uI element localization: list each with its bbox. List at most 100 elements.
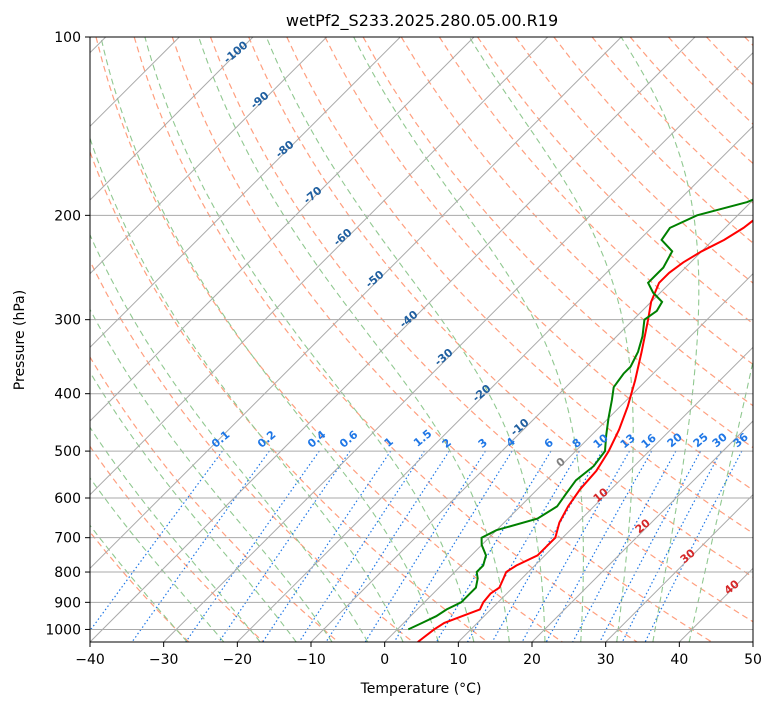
theta-label: -100	[221, 38, 251, 66]
moist-adiabat	[100, 37, 440, 642]
mixing-ratio-label: 10	[591, 431, 611, 451]
dry-adiabat	[706, 37, 753, 86]
isotherm	[163, 51, 753, 642]
y-tick-label: 600	[54, 491, 81, 507]
moist-adiabat	[265, 37, 546, 642]
moist-adiabat	[90, 136, 404, 642]
mixing-ratio-label: 16	[639, 431, 659, 451]
x-tick-label: −30	[149, 652, 179, 668]
adiabat-label: 20	[633, 516, 653, 536]
y-tick-label: 100	[54, 30, 81, 46]
x-tick-label: 20	[523, 652, 541, 668]
mixing-ratio-label: 36	[731, 430, 751, 450]
isotherm	[457, 346, 753, 642]
adiabat-label: 0	[554, 455, 568, 470]
theta-label: -50	[363, 268, 387, 291]
temperature-profile	[417, 219, 753, 642]
theta-label: -10	[508, 416, 532, 439]
theta-label: -20	[470, 382, 494, 405]
dry-adiabat	[477, 37, 753, 325]
theta-label: -90	[248, 89, 272, 112]
isotherm	[605, 493, 753, 642]
mixing-ratio-label: 0.1	[209, 428, 232, 450]
y-tick-label: 300	[54, 313, 81, 329]
dry-adiabat	[90, 259, 414, 642]
mixing-ratio-label: 1	[382, 435, 396, 450]
x-tick-label: 0	[380, 652, 389, 668]
theta-label: -30	[432, 346, 456, 369]
dry-adiabat	[90, 445, 264, 642]
y-tick-label: 800	[54, 565, 81, 581]
mixing-ratio-line	[621, 450, 722, 642]
mixing-ratio-label: 0.4	[305, 428, 329, 451]
isotherm	[90, 37, 549, 496]
mixing-ratio-label: 3	[476, 436, 490, 451]
adiabat-label: 40	[722, 577, 742, 597]
mixing-ratio-line	[572, 450, 677, 642]
adiabat-label: 30	[678, 546, 698, 566]
dry-adiabat	[95, 37, 563, 642]
moist-adiabat	[688, 358, 753, 642]
y-tick-label: 200	[54, 208, 81, 224]
moist-adiabat	[144, 37, 475, 642]
mixing-ratio-label: 13	[618, 431, 638, 451]
isotherm	[90, 37, 622, 570]
moist-adiabat	[353, 37, 584, 642]
y-tick-label: 400	[54, 387, 81, 403]
mixing-ratio-line	[521, 450, 631, 642]
theta-label: -40	[397, 308, 421, 331]
isotherm	[384, 272, 753, 642]
dry-adiabat	[90, 150, 488, 642]
mixing-ratio-line	[218, 450, 351, 642]
mixing-ratio-label: 6	[542, 436, 556, 451]
y-axis: 100 200 300 400 500 600 700 800 900 1000	[45, 30, 90, 638]
profiles	[407, 198, 753, 642]
mixing-ratio-label: 1.5	[411, 427, 434, 449]
moist-adiabat	[90, 308, 333, 642]
x-tick-label: 30	[597, 652, 615, 668]
isotherm	[531, 420, 753, 642]
isotherm	[90, 37, 475, 422]
isotherm	[310, 199, 753, 642]
x-tick-label: 40	[670, 652, 688, 668]
x-tick-label: 10	[449, 652, 467, 668]
dewpoint-profile	[407, 198, 753, 631]
dry-adiabat	[90, 531, 190, 642]
theta-label: -70	[301, 184, 325, 207]
theta-label: -60	[331, 226, 355, 249]
isotherm	[90, 37, 328, 275]
theta-label: -80	[273, 138, 297, 161]
x-tick-label: 50	[744, 652, 762, 668]
moist-adiabat	[620, 37, 700, 642]
mixing-ratio-line	[90, 450, 223, 632]
x-axis: −40 −30 −20 −10 0 10 20 30 40 50	[75, 642, 762, 668]
background-lines	[90, 37, 753, 642]
mixing-ratio-line	[298, 450, 425, 642]
isotherm	[752, 641, 753, 642]
mixing-ratio-line	[491, 450, 603, 642]
x-tick-label: −10	[296, 652, 326, 668]
isotherm	[678, 567, 753, 642]
dry-adiabat	[248, 37, 753, 578]
mixing-ratio-label: 0.2	[255, 428, 278, 450]
mixing-ratio-line	[325, 450, 450, 642]
x-tick-label: −20	[223, 652, 253, 668]
mixing-ratio-line	[644, 450, 743, 642]
mixing-ratio-label: 0.6	[337, 428, 361, 451]
dry-adiabat	[209, 37, 753, 623]
moist-adiabat	[90, 233, 369, 642]
plot-frame	[89, 36, 754, 643]
y-tick-label: 1000	[45, 622, 81, 638]
mixing-ratio-label: 2	[440, 436, 454, 451]
moist-adiabat	[90, 524, 188, 642]
isotherm	[90, 37, 254, 201]
dry-adiabat	[90, 355, 339, 642]
moist-adiabat	[90, 371, 297, 642]
mixing-ratio-label: 25	[691, 430, 711, 450]
dry-adiabat	[171, 37, 713, 642]
moist-adiabat	[90, 426, 261, 642]
y-tick-label: 900	[54, 595, 81, 611]
isotherm	[90, 37, 696, 642]
mixing-ratio-line	[185, 450, 320, 642]
